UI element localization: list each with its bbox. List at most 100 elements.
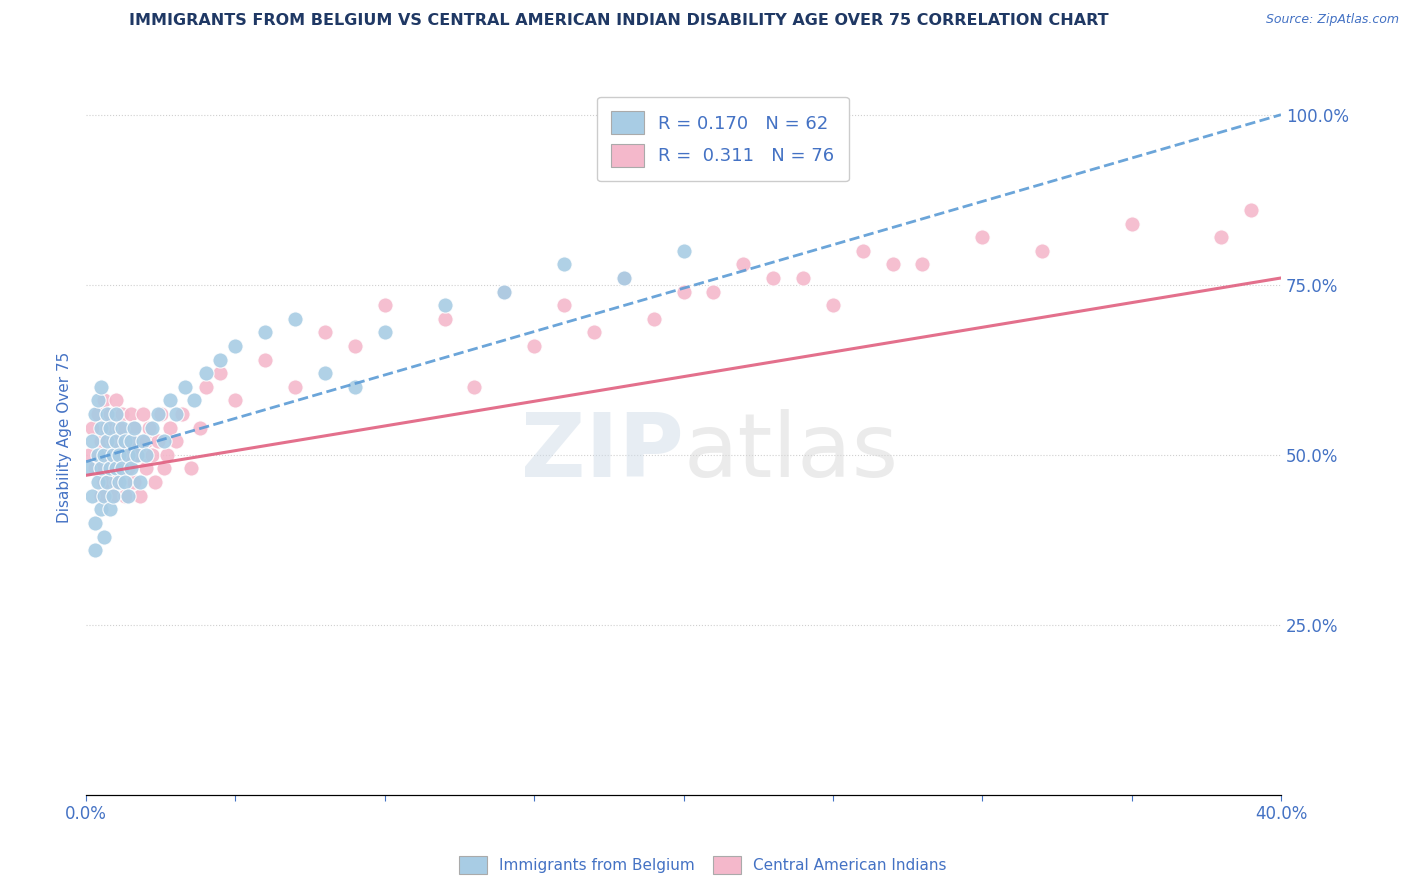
- Point: [117, 489, 139, 503]
- Point: [254, 326, 277, 340]
- Point: [702, 285, 724, 299]
- Point: [114, 434, 136, 449]
- Point: [120, 434, 142, 449]
- Point: [90, 489, 112, 503]
- Point: [882, 257, 904, 271]
- Point: [104, 407, 127, 421]
- Text: IMMIGRANTS FROM BELGIUM VS CENTRAL AMERICAN INDIAN DISABILITY AGE OVER 75 CORREL: IMMIGRANTS FROM BELGIUM VS CENTRAL AMERI…: [129, 13, 1108, 29]
- Point: [101, 448, 124, 462]
- Point: [84, 407, 107, 421]
- Point: [122, 420, 145, 434]
- Y-axis label: Disability Age Over 75: Disability Age Over 75: [58, 352, 72, 524]
- Point: [146, 434, 169, 449]
- Point: [672, 244, 695, 258]
- Point: [108, 448, 131, 462]
- Point: [180, 461, 202, 475]
- Point: [114, 475, 136, 489]
- Point: [224, 339, 246, 353]
- Point: [120, 407, 142, 421]
- Point: [314, 326, 336, 340]
- Point: [143, 475, 166, 489]
- Point: [90, 420, 112, 434]
- Point: [96, 475, 118, 489]
- Point: [173, 380, 195, 394]
- Point: [523, 339, 546, 353]
- Point: [972, 230, 994, 244]
- Point: [77, 461, 100, 475]
- Point: [80, 489, 103, 503]
- Point: [374, 326, 396, 340]
- Point: [643, 311, 665, 326]
- Point: [733, 257, 755, 271]
- Point: [77, 448, 100, 462]
- Point: [104, 434, 127, 449]
- Point: [114, 489, 136, 503]
- Point: [254, 352, 277, 367]
- Point: [101, 489, 124, 503]
- Point: [80, 420, 103, 434]
- Point: [170, 407, 193, 421]
- Point: [1211, 230, 1233, 244]
- Point: [314, 366, 336, 380]
- Point: [104, 448, 127, 462]
- Point: [494, 285, 516, 299]
- Point: [87, 448, 110, 462]
- Point: [152, 461, 174, 475]
- Point: [111, 407, 134, 421]
- Point: [141, 420, 163, 434]
- Point: [156, 448, 179, 462]
- Point: [104, 475, 127, 489]
- Point: [98, 420, 121, 434]
- Point: [98, 502, 121, 516]
- Point: [194, 380, 217, 394]
- Point: [146, 407, 169, 421]
- Point: [194, 366, 217, 380]
- Point: [132, 407, 155, 421]
- Point: [120, 461, 142, 475]
- Point: [343, 339, 366, 353]
- Point: [463, 380, 485, 394]
- Point: [111, 461, 134, 475]
- Point: [101, 434, 124, 449]
- Point: [494, 285, 516, 299]
- Point: [165, 434, 187, 449]
- Point: [209, 366, 232, 380]
- Point: [284, 380, 307, 394]
- Point: [90, 434, 112, 449]
- Point: [433, 311, 456, 326]
- Point: [224, 393, 246, 408]
- Point: [90, 380, 112, 394]
- Point: [84, 516, 107, 530]
- Point: [90, 461, 112, 475]
- Point: [165, 407, 187, 421]
- Point: [87, 407, 110, 421]
- Point: [87, 475, 110, 489]
- Point: [159, 420, 181, 434]
- Point: [98, 407, 121, 421]
- Point: [84, 461, 107, 475]
- Point: [87, 393, 110, 408]
- Point: [613, 271, 636, 285]
- Point: [114, 434, 136, 449]
- Point: [188, 420, 211, 434]
- Point: [84, 543, 107, 558]
- Point: [553, 298, 575, 312]
- Text: atlas: atlas: [683, 409, 898, 496]
- Point: [152, 434, 174, 449]
- Point: [149, 407, 172, 421]
- Point: [138, 420, 160, 434]
- Point: [183, 393, 205, 408]
- Point: [1240, 202, 1263, 217]
- Point: [792, 271, 814, 285]
- Point: [128, 448, 150, 462]
- Point: [122, 475, 145, 489]
- Point: [117, 448, 139, 462]
- Point: [104, 461, 127, 475]
- Point: [96, 407, 118, 421]
- Point: [96, 434, 118, 449]
- Point: [93, 393, 115, 408]
- Legend: R = 0.170   N = 62, R =  0.311   N = 76: R = 0.170 N = 62, R = 0.311 N = 76: [598, 97, 849, 181]
- Point: [672, 285, 695, 299]
- Point: [125, 448, 148, 462]
- Point: [98, 461, 121, 475]
